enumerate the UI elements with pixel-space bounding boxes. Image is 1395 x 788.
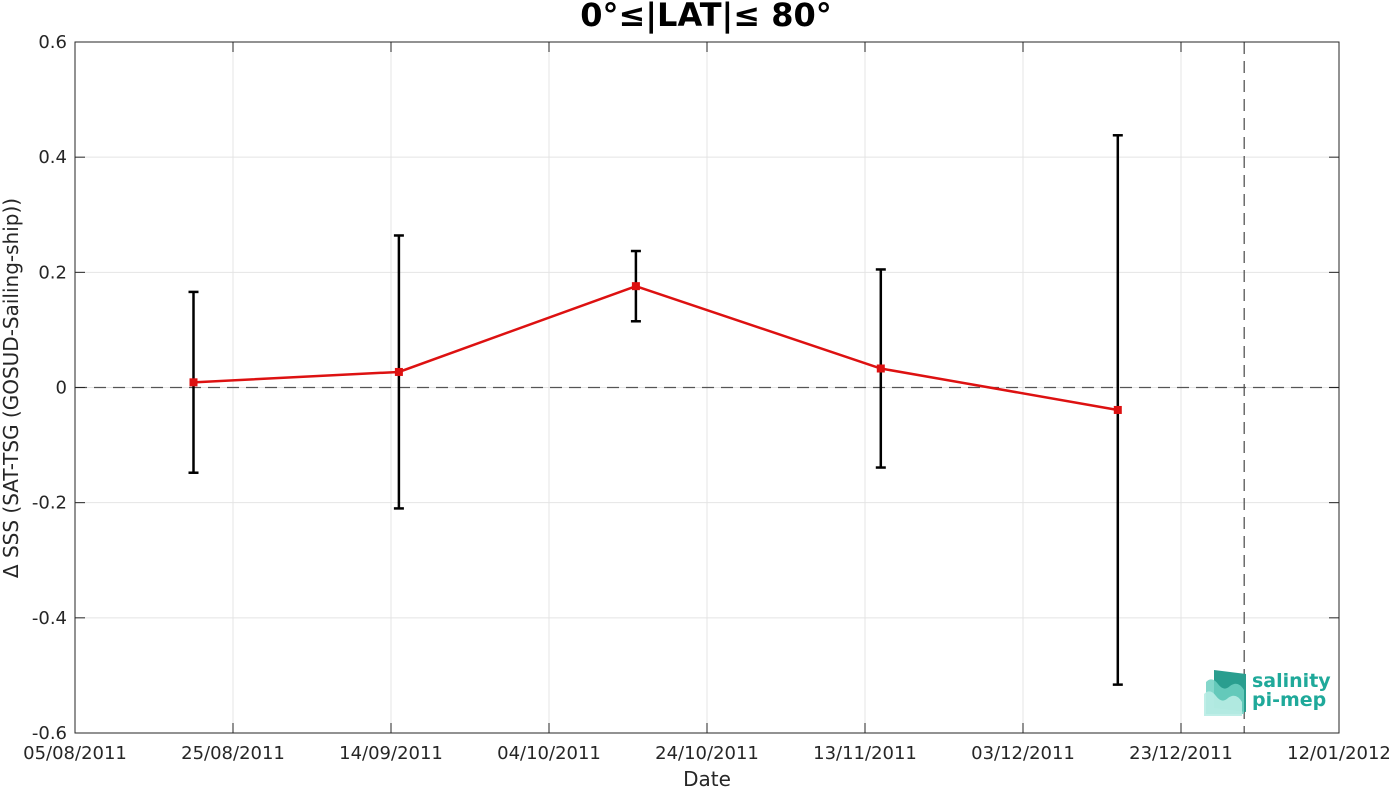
y-tick-label: -0.4 xyxy=(32,608,67,629)
x-tick-label: 14/09/2011 xyxy=(339,743,443,764)
x-tick-label: 12/01/2012 xyxy=(1287,743,1391,764)
x-tick-label: 25/08/2011 xyxy=(181,743,285,764)
y-tick-label: 0 xyxy=(56,378,67,399)
x-tick-label: 13/11/2011 xyxy=(813,743,917,764)
y-tick-label: 0.2 xyxy=(38,262,67,283)
x-tick-label: 05/08/2011 xyxy=(23,743,127,764)
logo-wave-icon xyxy=(1204,670,1246,716)
data-point xyxy=(631,282,640,291)
data-point xyxy=(1113,405,1122,414)
data-point xyxy=(876,364,885,373)
y-tick-label: -0.6 xyxy=(32,723,67,744)
tick-marks xyxy=(74,41,1340,734)
data-points xyxy=(189,282,1122,414)
x-tick-label: 03/12/2011 xyxy=(971,743,1075,764)
chart-title: 0°≤|LAT|≤ 80° xyxy=(580,0,831,35)
x-axis-label: Date xyxy=(683,767,731,788)
x-tick-label: 23/12/2011 xyxy=(1129,743,1233,764)
y-tick-label: 0.6 xyxy=(38,32,67,53)
data-point xyxy=(394,367,403,376)
reference-lines xyxy=(75,42,1339,733)
salinity-pi-mep-logo: salinity pi-mep xyxy=(1204,670,1331,716)
y-tick-labels: -0.6 -0.4 -0.2 0 0.2 0.4 0.6 xyxy=(32,32,67,744)
x-tick-label: 04/10/2011 xyxy=(497,743,601,764)
x-tick-labels: 05/08/2011 25/08/2011 14/09/2011 04/10/2011… xyxy=(23,743,1391,764)
y-tick-label: 0.4 xyxy=(38,147,67,168)
y-axis-label: Δ SSS (SAT-TSG (GOSUD-Sailing-ship)) xyxy=(0,198,23,578)
logo-text-pi-mep: pi-mep xyxy=(1252,689,1326,711)
logo-text-salinity: salinity xyxy=(1252,670,1331,692)
data-point xyxy=(189,378,198,387)
x-tick-label: 24/10/2011 xyxy=(655,743,759,764)
y-tick-label: -0.2 xyxy=(32,493,67,514)
